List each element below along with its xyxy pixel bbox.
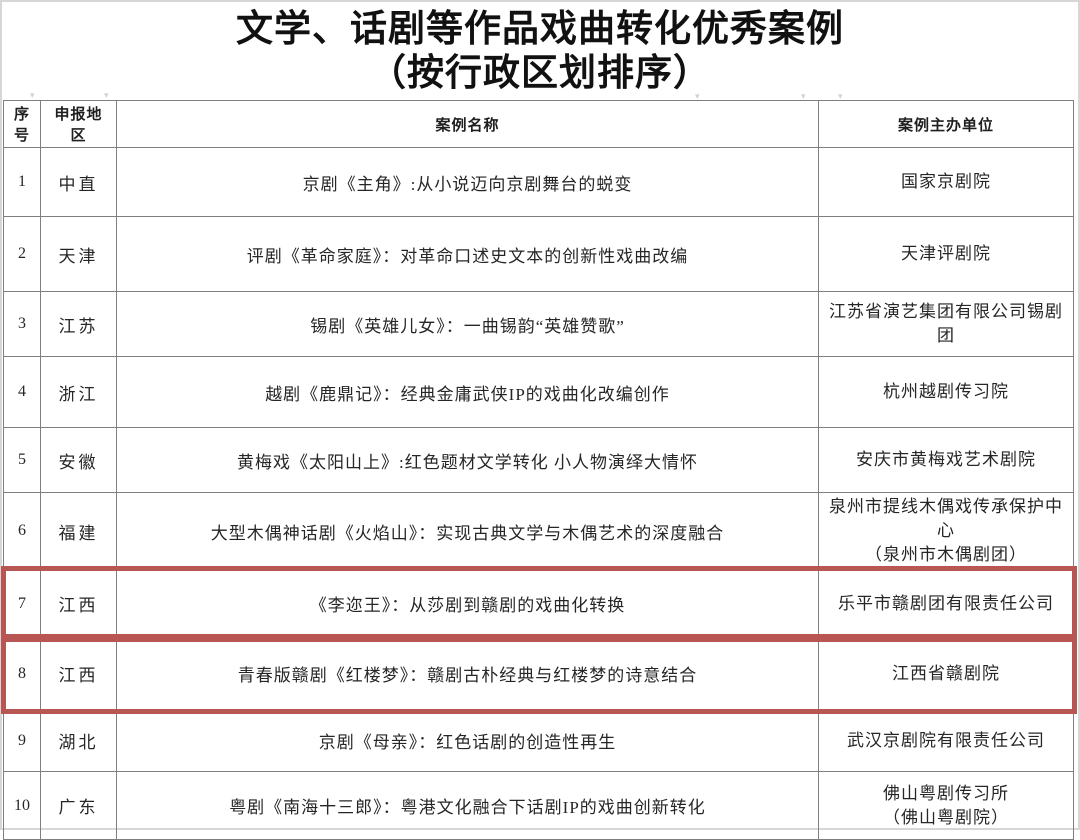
organizer-cell: 天津评剧院 [818, 216, 1074, 292]
table-body: 1 中直 京剧《主角》:从小说迈向京剧舞台的蜕变 国家京剧院 2 天津 评剧《革… [3, 147, 1074, 840]
row-number-cell: 2 [3, 216, 41, 292]
page-title-line2: （按行政区划排序） [369, 53, 711, 94]
table-row: 7 江西 《李迩王》：从莎剧到赣剧的戏曲化转换 乐平市赣剧团有限责任公司 [3, 569, 1074, 638]
row-number-cell: 7 [3, 569, 41, 638]
region-cell: 安徽 [40, 427, 117, 493]
region-cell: 福建 [40, 492, 117, 570]
row-number-cell: 1 [3, 147, 41, 217]
table-row: 10 广东 粤剧《南海十三郎》：粤港文化融合下话剧IP的戏曲创新转化 佛山粤剧传… [3, 771, 1074, 840]
organizer-cell: 泉州市提线木偶戏传承保护中心 （泉州市木偶剧团） [818, 492, 1074, 570]
row-number-cell: 3 [3, 291, 41, 357]
organizer-cell: 安庆市黄梅戏艺术剧院 [818, 427, 1074, 493]
case-name-cell: 粤剧《南海十三郎》：粤港文化融合下话剧IP的戏曲创新转化 [116, 771, 819, 840]
column-header-region: 申报地区 [40, 100, 117, 148]
table-row: 5 安徽 黄梅戏《太阳山上》:红色题材文学转化 小人物演绎大情怀 安庆市黄梅戏艺… [3, 427, 1074, 493]
organizer-cell: 佛山粤剧传习所 （佛山粤剧院） [818, 771, 1074, 840]
table-row: 2 天津 评剧《革命家庭》：对革命口述史文本的创新性戏曲改编 天津评剧院 [3, 216, 1074, 292]
organizer-cell: 国家京剧院 [818, 147, 1074, 217]
case-name-cell: 锡剧《英雄儿女》：一曲锡韵“英雄赞歌” [116, 291, 819, 357]
row-number-cell: 10 [3, 771, 41, 840]
table-row: 6 福建 大型木偶神话剧《火焰山》：实现古典文学与木偶艺术的深度融合 泉州市提线… [3, 492, 1074, 570]
organizer-cell: 武汉京剧院有限责任公司 [818, 709, 1074, 772]
organizer-cell: 杭州越剧传习院 [818, 356, 1074, 428]
table-row: 9 湖北 京剧《母亲》：红色话剧的创造性再生 武汉京剧院有限责任公司 [3, 709, 1074, 772]
row-number-cell: 4 [3, 356, 41, 428]
column-header-case: 案例名称 [116, 100, 819, 148]
row-number-cell: 9 [3, 709, 41, 772]
region-cell: 江苏 [40, 291, 117, 357]
table-row: 4 浙江 越剧《鹿鼎记》：经典金庸武侠IP的戏曲化改编创作 杭州越剧传习院 [3, 356, 1074, 428]
case-name-cell: 京剧《母亲》：红色话剧的创造性再生 [116, 709, 819, 772]
region-cell: 江西 [40, 637, 117, 710]
table-row: 8 江西 青春版赣剧《红楼梦》：赣剧古朴经典与红楼梦的诗意结合 江西省赣剧院 [3, 637, 1074, 710]
column-header-no: 序号 [3, 100, 41, 148]
row-number-cell: 5 [3, 427, 41, 493]
case-name-cell: 《李迩王》：从莎剧到赣剧的戏曲化转换 [116, 569, 819, 638]
page-title: 文学、话剧等作品戏曲转化优秀案例 （按行政区划排序） [0, 8, 1080, 96]
organizer-cell: 江苏省演艺集团有限公司锡剧团 [818, 291, 1074, 357]
row-number-cell: 6 [3, 492, 41, 570]
region-cell: 湖北 [40, 709, 117, 772]
page-title-line1: 文学、话剧等作品戏曲转化优秀案例 [236, 9, 844, 50]
organizer-cell: 乐平市赣剧团有限责任公司 [818, 569, 1074, 638]
cases-table: 序号 申报地区 案例名称 案例主办单位 1 中直 京剧《主角》:从小说迈向京剧舞… [3, 100, 1074, 840]
case-name-cell: 黄梅戏《太阳山上》:红色题材文学转化 小人物演绎大情怀 [116, 427, 819, 493]
region-cell: 广东 [40, 771, 117, 840]
region-cell: 天津 [40, 216, 117, 292]
region-cell: 浙江 [40, 356, 117, 428]
table-row: 1 中直 京剧《主角》:从小说迈向京剧舞台的蜕变 国家京剧院 [3, 147, 1074, 217]
region-cell: 江西 [40, 569, 117, 638]
column-header-org: 案例主办单位 [818, 100, 1074, 148]
table-row: 3 江苏 锡剧《英雄儿女》：一曲锡韵“英雄赞歌” 江苏省演艺集团有限公司锡剧团 [3, 291, 1074, 357]
case-name-cell: 评剧《革命家庭》：对革命口述史文本的创新性戏曲改编 [116, 216, 819, 292]
row-number-cell: 8 [3, 637, 41, 710]
table-header-row: 序号 申报地区 案例名称 案例主办单位 [3, 100, 1074, 148]
case-name-cell: 青春版赣剧《红楼梦》：赣剧古朴经典与红楼梦的诗意结合 [116, 637, 819, 710]
case-name-cell: 京剧《主角》:从小说迈向京剧舞台的蜕变 [116, 147, 819, 217]
case-name-cell: 越剧《鹿鼎记》：经典金庸武侠IP的戏曲化改编创作 [116, 356, 819, 428]
case-name-cell: 大型木偶神话剧《火焰山》：实现古典文学与木偶艺术的深度融合 [116, 492, 819, 570]
region-cell: 中直 [40, 147, 117, 217]
organizer-cell: 江西省赣剧院 [818, 637, 1074, 710]
